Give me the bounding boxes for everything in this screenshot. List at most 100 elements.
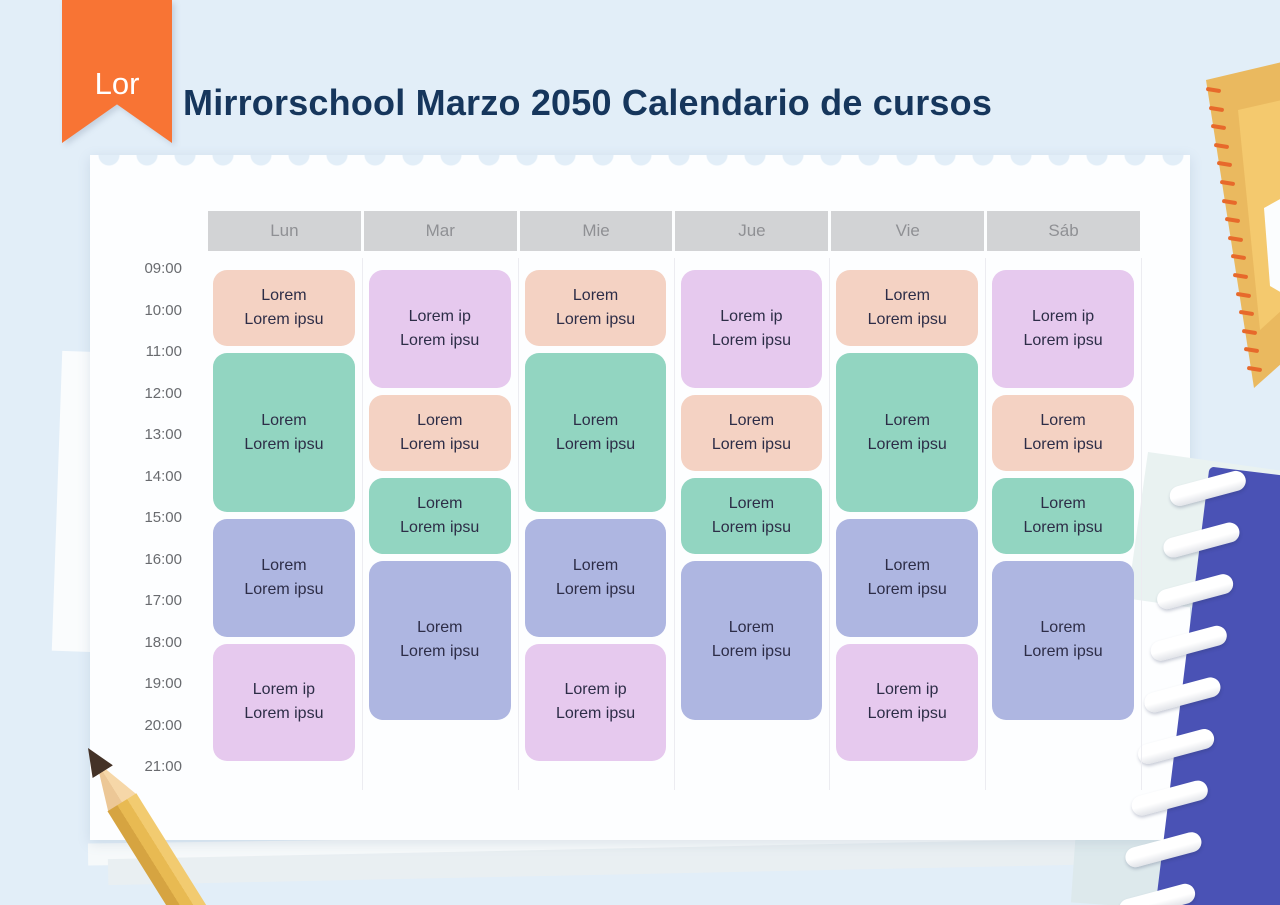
column-separator xyxy=(517,258,519,790)
time-label: 12:00 xyxy=(144,384,182,402)
time-label: 15:00 xyxy=(144,509,182,526)
event-title: Lorem xyxy=(417,494,463,512)
event-block[interactable]: Lorem Lorem ipsu xyxy=(368,560,511,720)
event-subtitle: Lorem ipsu xyxy=(400,435,480,453)
page-title: Mirrorschool Marzo 2050 Calendario de cu… xyxy=(183,82,993,123)
event-block[interactable]: Lorem Lorem ipsu xyxy=(524,519,667,637)
event-subtitle: Lorem ipsu xyxy=(1023,435,1103,453)
event-block[interactable]: Lorem ip Lorem ipsu xyxy=(836,643,979,761)
event-block[interactable]: Lorem ip Lorem ipsu xyxy=(213,643,355,761)
time-label: 10:00 xyxy=(144,301,182,319)
time-label: 13:00 xyxy=(144,426,182,443)
day-header-sáb: Sáb xyxy=(987,211,1140,251)
event-title: Lorem xyxy=(884,287,930,304)
event-block[interactable]: Lorem Lorem ipsu xyxy=(213,353,355,512)
day-header-jue: Jue xyxy=(675,211,829,251)
column-separator xyxy=(829,258,831,790)
column-separator xyxy=(1141,258,1142,790)
day-header-lun: Lun xyxy=(208,211,361,251)
event-block[interactable]: Lorem Lorem ipsu xyxy=(836,353,979,512)
event-title: Lorem xyxy=(1040,494,1086,512)
column-separator xyxy=(985,258,987,790)
time-label: 20:00 xyxy=(144,716,182,734)
event-block[interactable]: Lorem Lorem ipsu xyxy=(368,477,511,554)
event-subtitle: Lorem ipsu xyxy=(1023,331,1103,349)
day-header-mie: Mie xyxy=(519,211,673,251)
column-separator xyxy=(361,258,363,790)
event-block[interactable]: Lorem Lorem ipsu xyxy=(213,270,355,346)
event-title: Lorem xyxy=(261,411,307,429)
event-title: Lorem xyxy=(728,494,775,512)
event-block[interactable]: Lorem Lorem ipsu xyxy=(992,394,1134,471)
event-block[interactable]: Lorem Lorem ipsu xyxy=(836,519,979,637)
event-subtitle: Lorem ipsu xyxy=(555,311,636,328)
event-subtitle: Lorem ipsu xyxy=(244,435,324,453)
day-header-mar: Mar xyxy=(363,211,517,251)
event-subtitle: Lorem ipsu xyxy=(711,643,791,660)
event-title: Lorem xyxy=(572,556,619,574)
event-subtitle: Lorem ipsu xyxy=(711,331,791,349)
event-block[interactable]: Lorem Lorem ipsu xyxy=(524,270,667,346)
time-label: 09:00 xyxy=(144,260,182,277)
event-title: Lorem ip xyxy=(564,681,627,699)
event-title: Lorem ip xyxy=(408,307,471,325)
event-block[interactable]: Lorem Lorem ipsu xyxy=(213,519,355,637)
event-subtitle: Lorem ipsu xyxy=(867,435,947,453)
ribbon-label: Lor xyxy=(94,66,140,101)
event-title: Lorem xyxy=(572,287,619,304)
event-subtitle: Lorem ipsu xyxy=(1023,643,1103,660)
event-subtitle: Lorem ipsu xyxy=(244,705,324,723)
time-label: 16:00 xyxy=(144,550,182,568)
event-subtitle: Lorem ipsu xyxy=(867,580,947,598)
time-label: 19:00 xyxy=(144,675,182,692)
time-label: 21:00 xyxy=(144,758,182,775)
event-title: Lorem xyxy=(884,556,930,574)
event-block[interactable]: Lorem ip Lorem ipsu xyxy=(368,270,511,388)
event-title: Lorem ip xyxy=(876,681,939,699)
event-title: Lorem xyxy=(1040,411,1086,429)
event-subtitle: Lorem ipsu xyxy=(555,435,636,453)
column-separator xyxy=(673,258,675,790)
event-title: Lorem xyxy=(1040,619,1086,636)
time-label: 14:00 xyxy=(144,467,182,485)
event-subtitle: Lorem ipsu xyxy=(867,705,947,723)
event-subtitle: Lorem ipsu xyxy=(711,435,791,453)
event-title: Lorem xyxy=(261,556,307,574)
event-subtitle: Lorem ipsu xyxy=(867,311,947,328)
event-subtitle: Lorem ipsu xyxy=(244,580,324,598)
event-block[interactable]: Lorem Lorem ipsu xyxy=(368,394,511,471)
event-subtitle: Lorem ipsu xyxy=(244,311,324,328)
event-subtitle: Lorem ipsu xyxy=(400,331,480,349)
event-subtitle: Lorem ipsu xyxy=(400,643,480,660)
time-label: 18:00 xyxy=(144,633,182,651)
event-subtitle: Lorem ipsu xyxy=(1023,518,1103,536)
day-header-row: Lun Mar Mie Jue Vie Sáb xyxy=(208,211,1140,251)
event-block[interactable]: Lorem Lorem ipsu xyxy=(680,477,823,554)
event-block[interactable]: Lorem Lorem ipsu xyxy=(992,477,1134,554)
event-block[interactable]: Lorem ip Lorem ipsu xyxy=(524,643,667,761)
event-title: Lorem xyxy=(728,411,775,429)
event-title: Lorem xyxy=(728,619,775,636)
event-block[interactable]: Lorem Lorem ipsu xyxy=(680,560,823,720)
event-title: Lorem xyxy=(417,619,463,636)
event-subtitle: Lorem ipsu xyxy=(555,580,636,598)
event-title: Lorem ip xyxy=(720,307,783,325)
event-block[interactable]: Lorem ip Lorem ipsu xyxy=(680,270,823,388)
event-title: Lorem xyxy=(261,287,307,304)
time-label: 11:00 xyxy=(145,343,182,360)
event-subtitle: Lorem ipsu xyxy=(711,518,791,536)
event-title: Lorem ip xyxy=(1031,307,1095,325)
event-block[interactable]: Lorem Lorem ipsu xyxy=(680,394,823,471)
event-subtitle: Lorem ipsu xyxy=(400,518,480,536)
event-title: Lorem xyxy=(884,411,930,429)
event-subtitle: Lorem ipsu xyxy=(555,705,636,723)
set-square-ruler-icon xyxy=(1198,58,1280,403)
event-title: Lorem ip xyxy=(252,681,316,699)
event-block[interactable]: Lorem Lorem ipsu xyxy=(524,353,667,512)
event-block[interactable]: Lorem ip Lorem ipsu xyxy=(992,270,1134,388)
bookmark-ribbon: Lor xyxy=(62,0,172,143)
time-label: 17:00 xyxy=(144,592,182,609)
event-block[interactable]: Lorem Lorem ipsu xyxy=(992,560,1134,720)
event-block[interactable]: Lorem Lorem ipsu xyxy=(836,270,979,346)
